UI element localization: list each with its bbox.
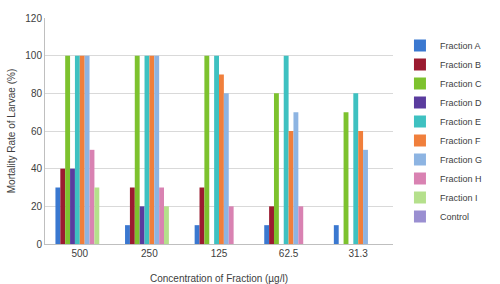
svg-text:Mortality Rate of Larvae (%): Mortality Rate of Larvae (%) <box>6 69 17 194</box>
svg-text:Control: Control <box>440 212 469 222</box>
svg-text:60: 60 <box>31 126 43 137</box>
svg-text:Fraction I: Fraction I <box>440 193 478 203</box>
svg-text:Fraction F: Fraction F <box>440 136 481 146</box>
svg-text:Concentration of Fraction (µg/: Concentration of Fraction (µg/l) <box>150 273 288 284</box>
svg-text:120: 120 <box>25 13 42 24</box>
svg-text:Fraction G: Fraction G <box>440 155 482 165</box>
svg-text:Fraction B: Fraction B <box>440 60 481 70</box>
svg-text:Fraction D: Fraction D <box>440 98 482 108</box>
svg-text:20: 20 <box>31 201 43 212</box>
svg-text:100: 100 <box>25 50 42 61</box>
svg-text:62.5: 62.5 <box>279 248 299 259</box>
svg-text:Fraction H: Fraction H <box>440 174 482 184</box>
svg-text:80: 80 <box>31 88 43 99</box>
svg-text:125: 125 <box>211 248 228 259</box>
svg-text:500: 500 <box>71 248 88 259</box>
svg-text:0: 0 <box>36 239 42 250</box>
svg-text:Fraction C: Fraction C <box>440 79 482 89</box>
svg-text:31.3: 31.3 <box>348 248 368 259</box>
svg-text:40: 40 <box>31 163 43 174</box>
svg-text:250: 250 <box>141 248 158 259</box>
svg-text:Fraction A: Fraction A <box>440 41 481 51</box>
svg-text:Fraction E: Fraction E <box>440 117 481 127</box>
